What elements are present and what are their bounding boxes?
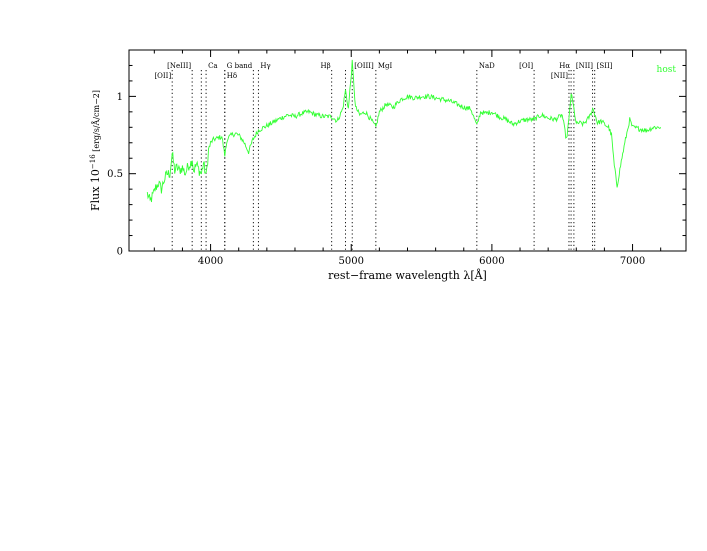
y-tick-label: 0.5	[107, 169, 123, 180]
axis-ticks: 4000 5000 6000 7000 0 0.5 1	[107, 50, 686, 267]
plot-frame	[128, 49, 687, 252]
y-axis-title-unit: [erg/s/Å/cm−2]	[92, 90, 101, 154]
x-tick-label: 7000	[620, 256, 645, 267]
legend-entry-host: host	[657, 65, 677, 75]
series-layer	[146, 59, 662, 203]
x-tick-label: 6000	[479, 256, 504, 267]
x-tick-label: 4000	[198, 256, 223, 267]
spectral-line-label: Hγ	[260, 62, 270, 70]
spectral-line-label: NaD	[479, 62, 495, 70]
spectral-line-label: MgI	[378, 62, 393, 70]
series-line-host	[146, 59, 662, 203]
spectral-line-label: [NII]	[576, 62, 593, 70]
spectral-line-label: [NeIII]	[167, 62, 191, 70]
x-tick-label: 5000	[339, 256, 364, 267]
spectral-line-label: [OIII]	[354, 62, 374, 70]
spectral-line-markers: [OII] [NeIII] Ca G band Hδ Hγ Hβ [OIII] MgI NaD [O…	[154, 62, 613, 251]
y-tick-label: 1	[117, 92, 123, 103]
spectral-line-label: [OII]	[154, 72, 171, 80]
spectral-line-label: [OI]	[519, 62, 533, 70]
spectral-line-label: [SII]	[597, 62, 613, 70]
x-axis-title: rest−frame wavelength λ[Å]	[328, 268, 487, 282]
y-axis-title-prefix: Flux 10	[89, 169, 102, 211]
spectral-line-label: [NII]	[551, 72, 568, 80]
y-axis-title: Flux 10−16 [erg/s/Å/cm−2]	[89, 90, 102, 211]
spectral-line-label: Hδ	[227, 72, 237, 80]
spectral-line-label: G band	[227, 62, 253, 70]
y-tick-label: 0	[117, 247, 123, 258]
spectral-line-label: Hβ	[321, 62, 331, 70]
spectral-line-label: Hα	[559, 62, 570, 70]
y-axis-title-exponent: −16	[89, 154, 97, 169]
spectral-line-label: Ca	[208, 62, 218, 70]
